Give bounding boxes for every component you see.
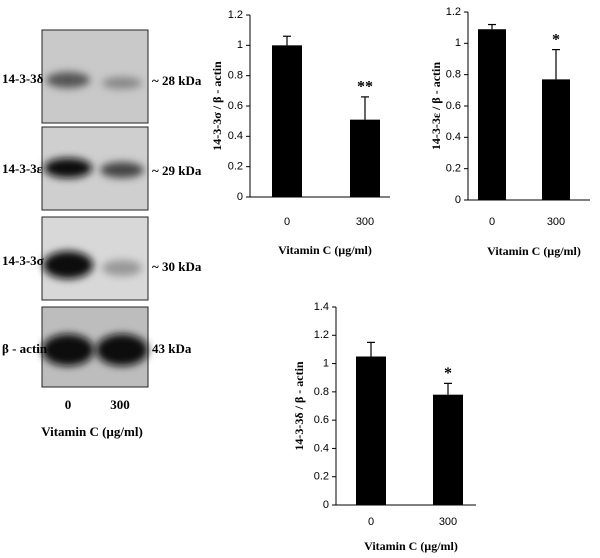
protein-label: 14-3-3δ <box>2 71 44 86</box>
y-tick-label: 1 <box>455 37 461 49</box>
band <box>44 158 92 178</box>
protein-label: 14-3-3ε <box>2 161 43 176</box>
x-axis-label: Vitamin C (µg/ml) <box>364 539 458 553</box>
y-axis-label: 14-3-3σ / β - actin <box>210 61 224 151</box>
significance: * <box>552 31 560 48</box>
y-tick-label: 0.6 <box>314 414 329 426</box>
bar <box>478 29 506 200</box>
significance: ** <box>357 79 373 96</box>
y-tick-label: 0.4 <box>314 442 329 454</box>
size-label: 43 kDa <box>152 341 192 356</box>
bar <box>272 45 302 198</box>
y-tick-label: 0 <box>323 499 329 511</box>
y-tick-label: 0.8 <box>228 70 243 82</box>
y-tick-label: 1.4 <box>314 301 329 313</box>
error-bar <box>283 35 291 46</box>
x-tick-label: 0 <box>284 216 290 228</box>
y-tick-label: 0.2 <box>228 161 243 173</box>
y-tick-label: 0.4 <box>228 130 243 142</box>
error-bar <box>444 382 452 395</box>
y-axis-label: 14-3-3δ / β - actin <box>292 361 306 451</box>
size-label: ~ 30 kDa <box>152 259 202 274</box>
y-tick-label: 1 <box>237 39 243 51</box>
blot <box>41 29 149 388</box>
error-bar <box>361 96 369 120</box>
x-axis-label: Vitamin C (µg/ml) <box>278 243 372 257</box>
y-tick-label: 0.8 <box>314 386 329 398</box>
protein-label: β - actin <box>2 341 48 356</box>
protein-label: 14-3-3σ <box>2 253 44 268</box>
blot-xlabel: Vitamin C (µg/ml) <box>41 424 143 439</box>
band <box>46 72 90 88</box>
y-tick-label: 0.8 <box>446 69 461 81</box>
bar <box>433 394 463 505</box>
y-tick-label: 0.6 <box>228 100 243 112</box>
x-tick-label: 300 <box>439 516 457 528</box>
x-tick-label: 0 <box>368 516 374 528</box>
size-label: ~ 29 kDa <box>152 163 202 178</box>
band <box>96 334 148 366</box>
bar <box>542 79 570 200</box>
band <box>42 334 94 366</box>
error-bar <box>367 341 375 357</box>
y-axis-label: 14-3-3ε / β - actin <box>429 62 443 150</box>
y-tick-label: 1.2 <box>314 329 329 341</box>
x-tick-label: 0 <box>489 216 495 228</box>
y-tick-label: 0.2 <box>314 471 329 483</box>
error-bar <box>552 48 560 80</box>
y-tick-label: 0 <box>237 191 243 203</box>
y-tick-label: 1.2 <box>446 6 461 18</box>
y-tick-label: 0.4 <box>446 131 461 143</box>
band <box>43 251 93 279</box>
y-tick-label: 1.2 <box>228 9 243 21</box>
y-tick-label: 0 <box>455 194 461 206</box>
error-bar <box>488 23 496 30</box>
x-tick-label: 300 <box>356 216 374 228</box>
x-axis-label: Vitamin C (µg/ml) <box>487 244 581 258</box>
bar <box>350 119 380 197</box>
bar <box>356 356 386 505</box>
size-label: ~ 28 kDa <box>152 73 202 88</box>
y-tick-label: 0.6 <box>446 100 461 112</box>
lane-label: 0 <box>65 397 72 412</box>
band <box>100 162 144 178</box>
y-tick-label: 0.2 <box>446 163 461 175</box>
band <box>102 77 142 89</box>
significance: * <box>444 365 452 382</box>
x-tick-label: 300 <box>547 216 565 228</box>
band <box>102 260 142 276</box>
y-tick-label: 1 <box>323 357 329 369</box>
lane-label: 300 <box>110 397 130 412</box>
